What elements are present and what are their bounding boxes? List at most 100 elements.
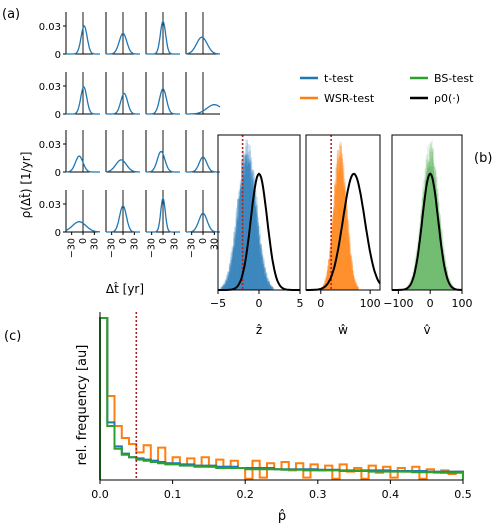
hist-bar [425,168,427,290]
hist-bar [414,265,416,290]
hist-bar [253,178,255,290]
hist-bar [436,193,438,290]
hist-bar [263,264,265,290]
hist-bar [351,269,353,290]
hist-bar [435,170,437,290]
hist-bar [335,189,337,290]
hist-bar [442,255,444,290]
hist-bar [235,229,238,290]
hist-bar [268,282,270,290]
hist-bar [339,167,341,290]
hist-bar [260,247,262,290]
hist-bar [416,251,418,290]
panel-a-subplot-3-0: 0.030−30 0 30 [39,190,100,258]
hist-bar [264,267,266,290]
hist-bar [241,160,243,290]
hist-bar [326,266,329,290]
hist-bar [352,271,355,290]
hist-bar [445,270,447,290]
hist-bar [442,249,444,290]
hist-bar [438,212,440,290]
panel-label-b: (b) [474,151,492,166]
hist-bar [330,242,332,290]
hist-bar [326,271,329,290]
hist-bar [443,255,445,290]
hist-bar [345,191,347,290]
hist-bar [239,188,242,290]
hist-bar [254,189,257,290]
hist-bar [336,167,339,290]
hist-bar [441,228,443,290]
hist-bar [326,273,329,290]
hist-bar [351,262,353,290]
hist-bar [230,257,232,290]
hist-bar [264,273,266,290]
hist-bar [336,150,339,290]
hist-bar [415,256,417,290]
hist-bar [330,241,332,290]
hist-bar [346,228,348,290]
hist-bar [351,270,353,290]
hist-bar [227,276,229,290]
hist-bar [257,222,259,290]
hist-bar [347,240,350,290]
hist-bar [238,192,240,290]
hist-bar [349,244,351,290]
hist-bar [423,203,425,290]
hist-bar [449,282,451,290]
hist-bar [345,207,347,290]
hist-bar [237,221,239,290]
xtick-label: 0.2 [236,488,254,501]
hist-bar [344,183,346,290]
hist-bar [340,156,342,290]
hist-bar [263,265,265,290]
hist-bar [328,266,330,290]
hist-bar [350,256,352,290]
hist-bar [336,161,339,290]
hist-bar [356,285,358,290]
hist-bar [250,186,253,290]
hist-bar [430,142,432,290]
hist-bar [444,259,446,290]
hist-bar [264,274,266,290]
hist-bar [347,232,350,290]
density-curve [106,205,140,233]
hist-bar [340,146,342,290]
hist-bar [429,148,431,290]
hist-bar [324,278,326,290]
hist-bar [243,152,246,290]
hist-bar [350,256,352,290]
hist-bar [328,259,330,290]
hist-bar [442,246,444,290]
hist-bar [222,287,224,290]
hist-bar [429,160,431,290]
hist-bar [427,158,429,290]
hist-bar [429,151,431,290]
hist-bar [340,143,342,290]
hist-bar [421,222,423,290]
hist-bar [230,265,232,290]
hist-bar [349,236,351,290]
hist-bar [252,178,254,290]
hist-bar [267,281,269,290]
hist-bar [246,153,249,290]
hist-bar [443,250,445,290]
hist-bar [334,184,336,290]
xtick-label: 0 [118,238,129,244]
hist-bar [448,279,450,290]
hist-bar [254,202,257,290]
hist-bar [431,173,433,290]
hist-bar [420,225,422,290]
hist-bar [430,143,432,290]
density-curve [105,159,140,173]
xtick-label: 0 [158,238,169,244]
hist-bar [265,280,268,290]
hist-bar [252,191,254,290]
hist-bar [357,286,360,290]
hist-bar [437,189,439,290]
hist-bar [349,243,351,290]
hist-bar [228,267,231,290]
density-curve [65,221,100,233]
hist-bar [443,254,445,290]
hist-bar [421,209,423,290]
